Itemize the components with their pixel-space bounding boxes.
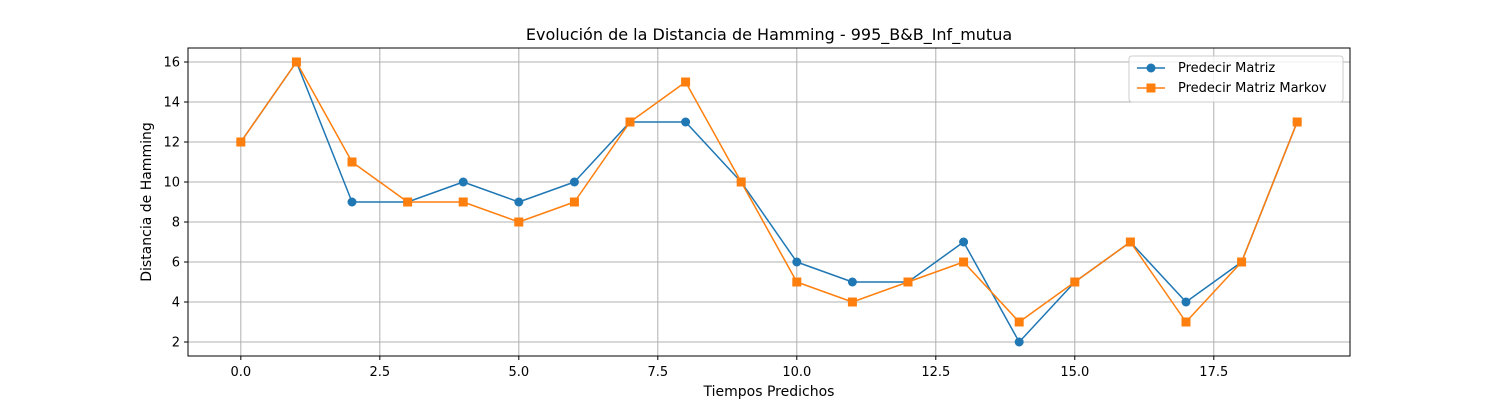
y-tick-label: 12	[163, 136, 180, 151]
x-tick-label: 5.0	[508, 365, 529, 380]
legend-label-predecir-matriz: Predecir Matriz	[1178, 61, 1275, 76]
legend: Predecir Matriz Predecir Matriz Markov	[1128, 55, 1344, 103]
x-tick-label: 7.5	[647, 365, 668, 380]
x-axis-label: Tiempos Predichos	[703, 384, 835, 400]
x-tick-label: 0.0	[230, 365, 251, 380]
x-tick-label: 12.5	[921, 365, 950, 380]
y-tick-label: 16	[163, 56, 180, 71]
data-point	[959, 237, 969, 247]
x-tick-label: 2.5	[369, 365, 390, 380]
data-point	[903, 277, 913, 287]
data-point	[569, 177, 579, 187]
data-point	[625, 117, 635, 127]
x-tick-label: 15.0	[1060, 365, 1089, 380]
data-point	[347, 157, 357, 167]
x-tick-label: 10.0	[782, 365, 811, 380]
legend-marker-predecir-matriz-markov	[1146, 83, 1156, 93]
y-tick-label: 2	[172, 336, 180, 351]
legend-marker-predecir-matriz	[1146, 63, 1156, 73]
data-point	[403, 197, 413, 207]
data-point	[291, 57, 301, 67]
data-point	[1014, 337, 1024, 347]
x-tick-label: 17.5	[1199, 365, 1228, 380]
series-1	[236, 57, 1302, 327]
y-tick-label: 10	[163, 176, 180, 191]
y-tick-label: 14	[163, 96, 180, 111]
data-point	[736, 177, 746, 187]
data-point	[458, 177, 468, 187]
data-point	[792, 277, 802, 287]
data-point	[847, 297, 857, 307]
data-point	[569, 197, 579, 207]
legend-label-predecir-matriz-markov: Predecir Matriz Markov	[1178, 81, 1327, 96]
data-point	[1237, 257, 1247, 267]
data-point	[1014, 317, 1024, 327]
data-point	[847, 277, 857, 287]
legend-box	[1128, 55, 1344, 103]
series-line	[240, 61, 1298, 323]
data-point	[1125, 237, 1135, 247]
y-tick-label: 6	[172, 256, 180, 271]
data-point	[1292, 117, 1302, 127]
y-axis-label: Distancia de Hamming	[139, 122, 155, 282]
series-layer	[236, 57, 1302, 347]
data-point	[681, 117, 691, 127]
x-axis-ticks: 0.0 2.5 5.0 7.5 10.0 12.5 15.0 17.5	[230, 356, 1228, 380]
y-tick-label: 8	[172, 216, 180, 231]
data-point	[1070, 277, 1080, 287]
data-point	[959, 257, 969, 267]
data-point	[347, 197, 357, 207]
grid	[188, 48, 1350, 356]
data-point	[236, 137, 246, 147]
plot-frame	[187, 47, 1351, 357]
y-axis-ticks: 2 4 6 8 10 12 14 16	[163, 56, 188, 351]
chart-title: Evolución de la Distancia de Hamming - 9…	[526, 25, 1012, 45]
data-point	[458, 197, 468, 207]
data-point	[514, 197, 524, 207]
data-point	[1181, 317, 1191, 327]
data-point	[681, 77, 691, 87]
data-point	[792, 257, 802, 267]
y-tick-label: 4	[172, 296, 180, 311]
data-point	[514, 217, 524, 227]
data-point	[1181, 297, 1191, 307]
